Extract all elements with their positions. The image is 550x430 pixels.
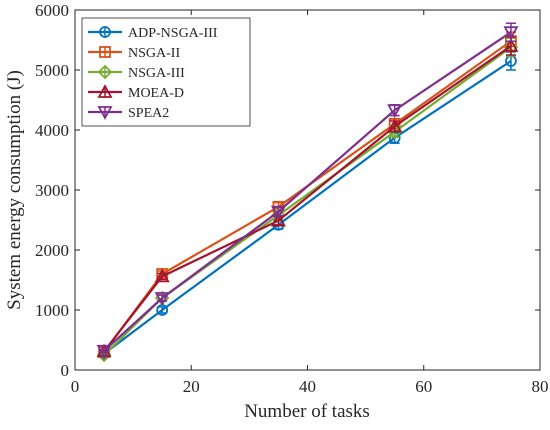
axes-layer: 0 20 40 60 80 0 1000 2000 3000 4000 5000 6000 (35, 1, 549, 396)
legend-item-adp-nsga-iii: ADP-NSGA-III (88, 26, 218, 41)
data-point (503, 38, 519, 52)
legend-marker (97, 84, 113, 98)
data-point (270, 205, 286, 220)
y-tick-label: 3000 (35, 181, 69, 200)
y-tick-label: 6000 (35, 1, 69, 20)
x-tick-label: 20 (183, 377, 200, 396)
series-layer (96, 22, 519, 363)
x-axis-label: Number of tasks (244, 401, 370, 422)
series-spea2 (96, 22, 519, 359)
data-point (154, 268, 170, 283)
legend-marker (97, 106, 113, 120)
y-tick-label: 4000 (35, 121, 69, 140)
legend-label: NSGA-III (128, 66, 185, 81)
legend-marker (99, 26, 111, 38)
x-tick-label: 60 (415, 377, 432, 396)
y-tick-label: 0 (61, 361, 70, 380)
data-point (270, 212, 286, 227)
x-tick-label: 0 (71, 377, 80, 396)
legend-item-spea2: SPEA2 (88, 106, 169, 121)
y-tick-label: 2000 (35, 241, 69, 260)
legend-label: MOEA-D (128, 86, 184, 101)
legend-label: ADP-NSGA-III (128, 26, 218, 41)
y-tick-label: 1000 (35, 301, 69, 320)
legend-item-moea-d: MOEA-D (88, 84, 184, 101)
x-tick-label: 40 (299, 377, 316, 396)
y-tick-label: 5000 (35, 61, 69, 80)
legend-label: SPEA2 (128, 106, 169, 121)
x-tick-label: 80 (532, 377, 549, 396)
data-point (154, 292, 170, 306)
legend: ADP-NSGA-III NSGA-II NSGA-III MOEA-D SPEA2 (81, 17, 251, 127)
series-moea-d (96, 36, 519, 358)
y-axis-label: System energy consumption (J) (4, 70, 25, 310)
data-point (96, 344, 112, 359)
data-point (387, 104, 403, 119)
data-point (387, 118, 403, 133)
legend-marker (97, 64, 113, 80)
legend-label: NSGA-II (128, 46, 180, 61)
legend-item-nsga-iii: NSGA-III (88, 64, 185, 81)
data-point (503, 26, 519, 41)
legend-item-nsga-ii: NSGA-II (88, 46, 180, 61)
legend-marker (99, 46, 111, 58)
